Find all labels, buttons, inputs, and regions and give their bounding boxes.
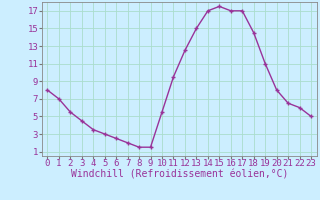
X-axis label: Windchill (Refroidissement éolien,°C): Windchill (Refroidissement éolien,°C)	[70, 170, 288, 180]
